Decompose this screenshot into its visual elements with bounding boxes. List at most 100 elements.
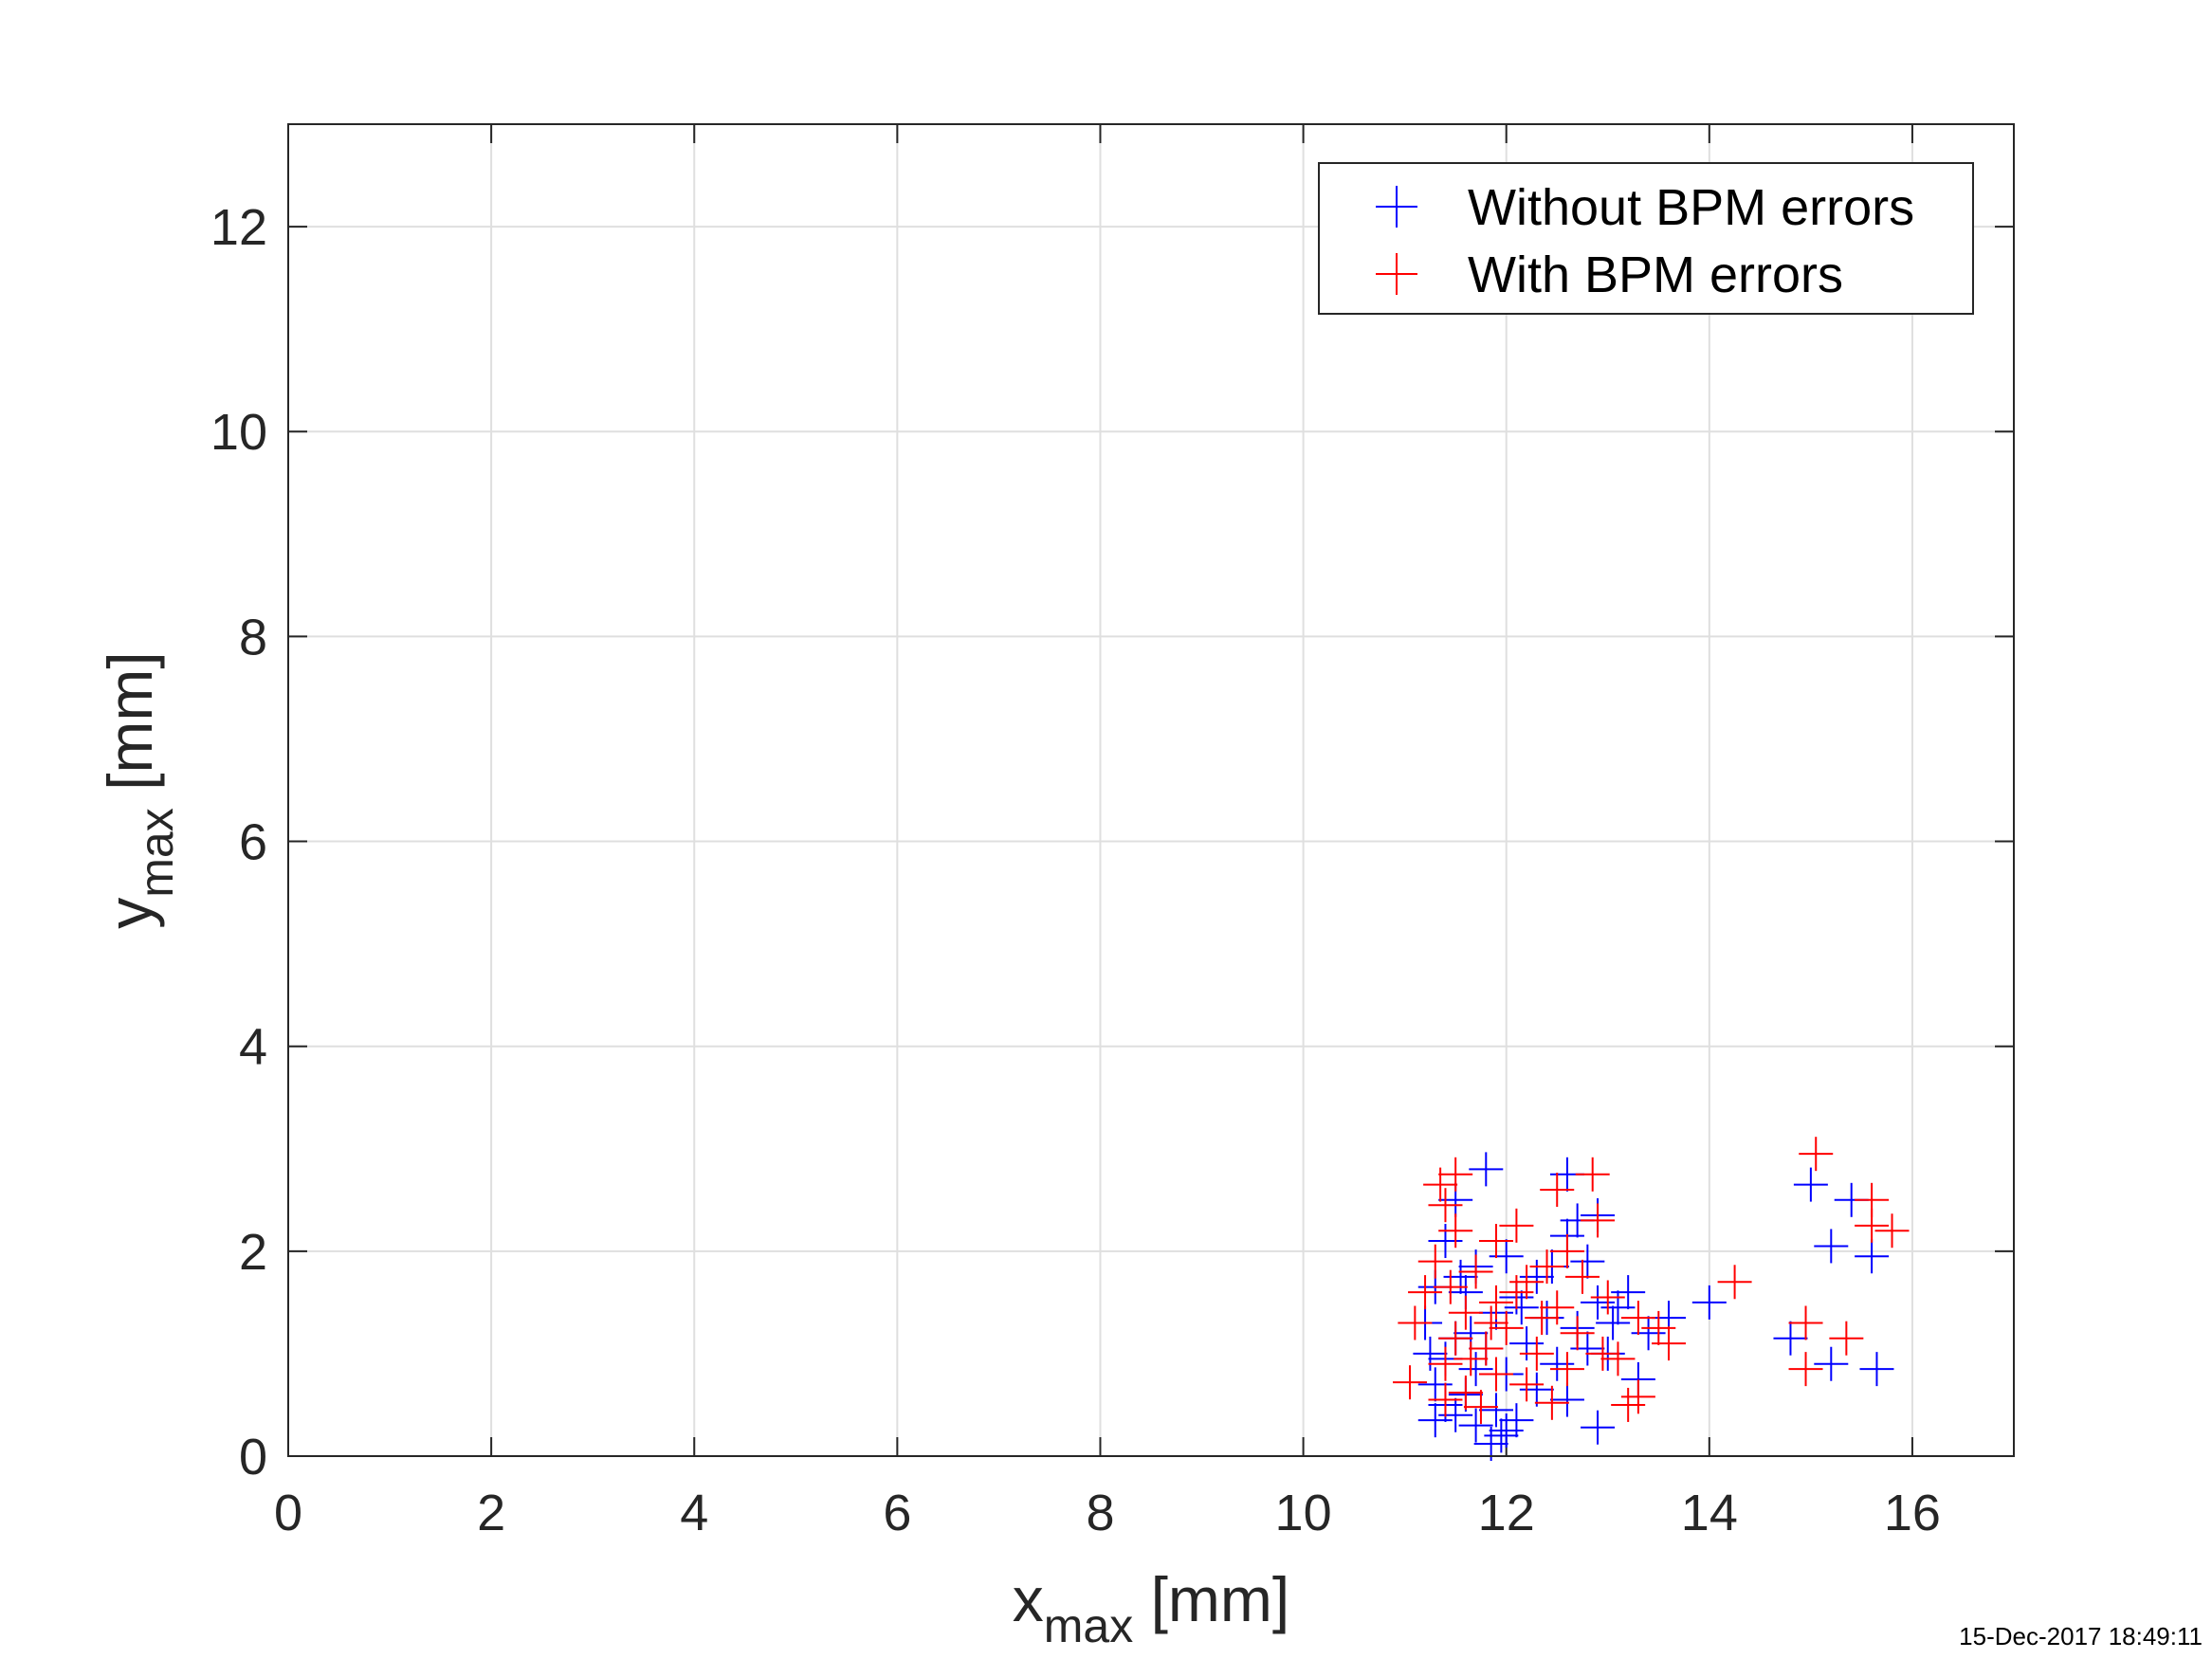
- data-point-series-2: [1499, 1275, 1534, 1310]
- data-point-series-1: [1859, 1352, 1894, 1387]
- data-point-series-1: [1611, 1275, 1646, 1310]
- data-point-series-1: [1443, 1259, 1478, 1294]
- timestamp: 15-Dec-2017 18:49:11: [1959, 1622, 2203, 1650]
- data-point-series-2: [1540, 1290, 1575, 1325]
- legend-entry: With BPM errors: [1376, 246, 1843, 303]
- data-point-series-1: [1814, 1229, 1849, 1264]
- legend-label: With BPM errors: [1468, 246, 1843, 303]
- data-point-series-2: [1479, 1357, 1513, 1392]
- y-tick-label: 2: [239, 1224, 267, 1281]
- y-axis-label-sub: max: [130, 808, 183, 897]
- data-point-series-2: [1540, 1173, 1575, 1207]
- data-point-series-2: [1448, 1375, 1483, 1410]
- data-point-series-1: [1489, 1239, 1524, 1274]
- data-point-series-2: [1499, 1208, 1534, 1243]
- data-point-series-2: [1575, 1157, 1610, 1192]
- data-point-series-1: [1814, 1346, 1849, 1381]
- x-tick-label: 2: [477, 1485, 505, 1541]
- data-point-series-2: [1473, 1305, 1508, 1340]
- data-point-series-2: [1855, 1208, 1890, 1243]
- data-point-series-2: [1448, 1295, 1483, 1330]
- y-axis-label-main: y: [95, 898, 165, 929]
- data-point-series-1: [1458, 1408, 1493, 1443]
- data-point-series-1: [1484, 1418, 1519, 1453]
- data-point-series-2: [1585, 1336, 1620, 1371]
- x-tick-label: 8: [1086, 1485, 1114, 1541]
- data-point-series-1: [1519, 1372, 1554, 1407]
- axis-ticks: [287, 124, 2014, 1457]
- data-point-series-2: [1874, 1213, 1910, 1249]
- data-point-series-2: [1581, 1203, 1616, 1238]
- data-point-series-2: [1428, 1346, 1463, 1381]
- data-point-series-1: [1570, 1331, 1605, 1366]
- data-point-series-2: [1423, 1167, 1458, 1202]
- data-point-series-1: [1417, 1403, 1453, 1438]
- data-point-series-1: [1509, 1326, 1545, 1361]
- data-point-series-1: [1489, 1413, 1524, 1448]
- data-point-series-2: [1519, 1336, 1554, 1371]
- plot-area: [288, 124, 2014, 1456]
- data-point-series-1: [1438, 1397, 1473, 1432]
- data-point-series-2: [1453, 1341, 1489, 1376]
- data-point-series-2: [1393, 1365, 1427, 1400]
- data-point-series-2: [1652, 1326, 1686, 1361]
- data-point-series-2: [1590, 1280, 1625, 1315]
- y-tick-label: 12: [210, 199, 267, 256]
- data-point-series-1: [1793, 1167, 1828, 1202]
- data-point-series-1: [1773, 1321, 1808, 1356]
- data-point-series-2: [1428, 1382, 1463, 1417]
- data-point-series-2: [1509, 1265, 1545, 1300]
- data-point-series-1: [1469, 1152, 1504, 1187]
- data-point-series-2: [1398, 1305, 1433, 1340]
- data-point-series-1: [1581, 1285, 1616, 1320]
- data-point-series-2: [1479, 1285, 1513, 1320]
- data-point-series-2: [1525, 1301, 1560, 1336]
- legend-label: Without BPM errors: [1468, 179, 1914, 236]
- data-point-series-1: [1504, 1290, 1539, 1325]
- y-tick-label: 8: [239, 609, 267, 665]
- x-tick-label: 14: [1681, 1485, 1738, 1541]
- data-point-series-2: [1438, 1321, 1473, 1356]
- data-point-series-2: [1479, 1224, 1513, 1259]
- data-point-series-1: [1540, 1346, 1575, 1381]
- y-tick-label: 10: [210, 404, 267, 461]
- x-axis-label: xmax [mm]: [1013, 1564, 1289, 1652]
- y-axis-label: ymax [mm]: [95, 651, 183, 928]
- data-point-series-1: [1631, 1316, 1666, 1351]
- data-point-series-2: [1433, 1269, 1468, 1304]
- data-point-series-2: [1408, 1275, 1443, 1310]
- data-point-series-2: [1534, 1385, 1569, 1420]
- data-point-series-1: [1417, 1367, 1453, 1402]
- data-point-series-2: [1417, 1244, 1453, 1279]
- data-point-series-2: [1549, 1233, 1584, 1268]
- data-point-series-2: [1829, 1321, 1864, 1356]
- data-point-series-2: [1565, 1259, 1600, 1294]
- data-points: [1393, 1137, 1910, 1462]
- data-point-series-1: [1519, 1259, 1554, 1294]
- data-point-series-1: [1691, 1285, 1727, 1320]
- x-tick-label: 12: [1478, 1485, 1535, 1541]
- data-point-series-1: [1479, 1393, 1513, 1428]
- data-point-series-1: [1855, 1239, 1890, 1274]
- data-point-series-1: [1570, 1244, 1605, 1279]
- data-point-series-2: [1509, 1367, 1545, 1402]
- data-point-series-1: [1499, 1403, 1534, 1438]
- x-axis-label-unit: [mm]: [1133, 1564, 1289, 1634]
- data-point-series-2: [1438, 1213, 1473, 1249]
- data-point-series-2: [1529, 1249, 1564, 1285]
- y-tick-label: 0: [239, 1429, 267, 1486]
- axes-box: [287, 123, 2015, 1457]
- data-point-series-1: [1458, 1352, 1493, 1387]
- data-point-series-2: [1620, 1301, 1655, 1336]
- tick-labels: 0 2 4 6 8 10 12 14 16 0 2 4 6 8 10 12: [210, 199, 1941, 1541]
- x-tick-label: 0: [274, 1485, 302, 1541]
- y-axis-label-unit: [mm]: [95, 651, 165, 808]
- data-point-series-1: [1596, 1305, 1631, 1340]
- data-point-series-2: [1489, 1310, 1524, 1345]
- data-point-series-2: [1620, 1379, 1655, 1414]
- data-point-series-1: [1428, 1224, 1463, 1259]
- x-axis-label-main: x: [1013, 1564, 1044, 1634]
- data-point-series-2: [1438, 1157, 1473, 1192]
- data-point-series-2: [1560, 1316, 1595, 1351]
- x-tick-label: 4: [680, 1485, 708, 1541]
